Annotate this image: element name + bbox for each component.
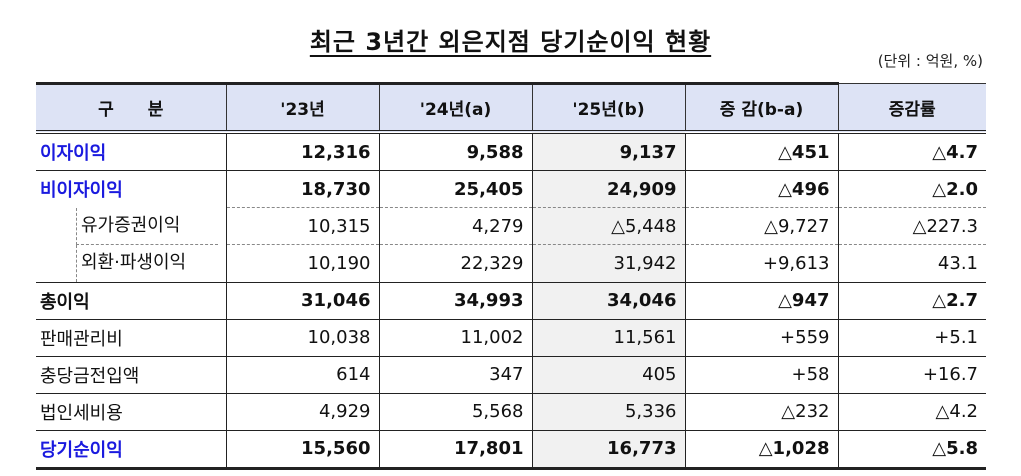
row-label: 외환·파생이익 (36, 244, 226, 283)
cell-change-rate: 43.1 (837, 244, 986, 283)
cell-2025: 9,137 (531, 132, 685, 171)
cell-2024: 11,002 (378, 319, 532, 357)
cell-2025: 31,942 (531, 244, 685, 283)
cell-change-rate: △4.2 (837, 393, 986, 431)
cell-change: △1,028 (684, 430, 838, 470)
table-row-fx-derivatives-income: 외환·파생이익 10,190 22,329 31,942 +9,613 43.1 (36, 244, 986, 283)
cell-change: +58 (684, 356, 838, 394)
cell-2024: 22,329 (378, 244, 532, 283)
cell-2023: 4,929 (225, 393, 379, 431)
table-row-net-income: 당기순이익 15,560 17,801 16,773 △1,028 △5.8 (36, 430, 986, 470)
header-category: 구 분 (36, 82, 226, 134)
table-row-non-interest-income: 비이자이익 18,730 25,405 24,909 △496 △2.0 (36, 170, 986, 208)
cell-2023: 614 (225, 356, 379, 394)
cell-change-rate: △227.3 (837, 207, 986, 245)
cell-change: △496 (684, 170, 838, 208)
net-income-table: 구 분 '23년 '24년(a) '25년(b) 증 감(b-a) 증감률 이자… (36, 82, 986, 470)
cell-change-rate: △2.0 (837, 170, 986, 208)
cell-change: △451 (684, 132, 838, 171)
table-row-securities-income: 유가증권이익 10,315 4,279 △5,448 △9,727 △227.3 (36, 207, 986, 245)
cell-2024: 5,568 (378, 393, 532, 431)
header-2024: '24년(a) (378, 82, 532, 134)
header-change-rate: 증감률 (837, 83, 986, 134)
cell-2023: 15,560 (225, 430, 379, 470)
row-label: 충당금전입액 (36, 356, 226, 394)
table-row-total-income: 총이익 31,046 34,993 34,046 △947 △2.7 (36, 282, 986, 320)
cell-2023: 12,316 (225, 132, 379, 171)
cell-change: +9,613 (684, 244, 838, 283)
cell-2025: 34,046 (531, 282, 685, 320)
table-row-corporate-tax: 법인세비용 4,929 5,568 5,336 △232 △4.2 (36, 393, 986, 431)
cell-change-rate: +16.7 (837, 356, 986, 394)
cell-2025: 5,336 (531, 393, 685, 431)
header-change: 증 감(b-a) (684, 82, 838, 134)
cell-2025: 24,909 (531, 170, 685, 208)
document-title: 최근 3년간 외은지점 당기순이익 현황 (0, 22, 1021, 57)
cell-2023: 31,046 (225, 282, 379, 320)
unit-note: (단위 : 억원, %) (877, 52, 983, 70)
row-label: 총이익 (36, 282, 226, 320)
cell-change: △232 (684, 393, 838, 431)
cell-change-rate: +5.1 (837, 319, 986, 357)
cell-change-rate: △4.7 (837, 132, 986, 171)
table-row-sga-expenses: 판매관리비 10,038 11,002 11,561 +559 +5.1 (36, 319, 986, 357)
cell-2023: 18,730 (225, 170, 379, 208)
cell-2023: 10,038 (225, 319, 379, 357)
header-2023: '23년 (225, 82, 379, 134)
cell-2024: 347 (378, 356, 532, 394)
cell-2025: 16,773 (531, 430, 685, 470)
cell-change: △9,727 (684, 207, 838, 245)
row-label: 이자이익 (36, 132, 226, 171)
cell-change-rate: △2.7 (837, 282, 986, 320)
table-row-provisions: 충당금전입액 614 347 405 +58 +16.7 (36, 356, 986, 394)
row-label: 판매관리비 (36, 319, 226, 357)
cell-2023: 10,315 (225, 207, 379, 245)
cell-2024: 9,588 (378, 132, 532, 171)
cell-2025: △5,448 (531, 207, 685, 245)
title-text: 최근 3년간 외은지점 당기순이익 현황 (309, 28, 712, 56)
cell-change: +559 (684, 319, 838, 357)
header-2025: '25년(b) (531, 82, 685, 134)
row-label: 비이자이익 (40, 180, 123, 202)
table-row-interest-income: 이자이익 12,316 9,588 9,137 △451 △4.7 (36, 132, 986, 171)
sub-item-label: 유가증권이익 (76, 207, 218, 245)
cell-change-rate: △5.8 (837, 430, 986, 470)
row-label: 당기순이익 (36, 430, 226, 470)
sub-item-label: 외환·파생이익 (76, 244, 218, 282)
cell-2024: 25,405 (378, 170, 532, 208)
cell-2024: 34,993 (378, 282, 532, 320)
cell-2023: 10,190 (225, 244, 379, 283)
cell-2025: 11,561 (531, 319, 685, 357)
cell-change: △947 (684, 282, 838, 320)
cell-2025: 405 (531, 356, 685, 394)
cell-2024: 17,801 (378, 430, 532, 470)
row-label: 유가증권이익 (36, 207, 226, 245)
cell-2024: 4,279 (378, 207, 532, 245)
header-row: 구 분 '23년 '24년(a) '25년(b) 증 감(b-a) 증감률 (36, 82, 986, 134)
row-label: 법인세비용 (36, 393, 226, 431)
